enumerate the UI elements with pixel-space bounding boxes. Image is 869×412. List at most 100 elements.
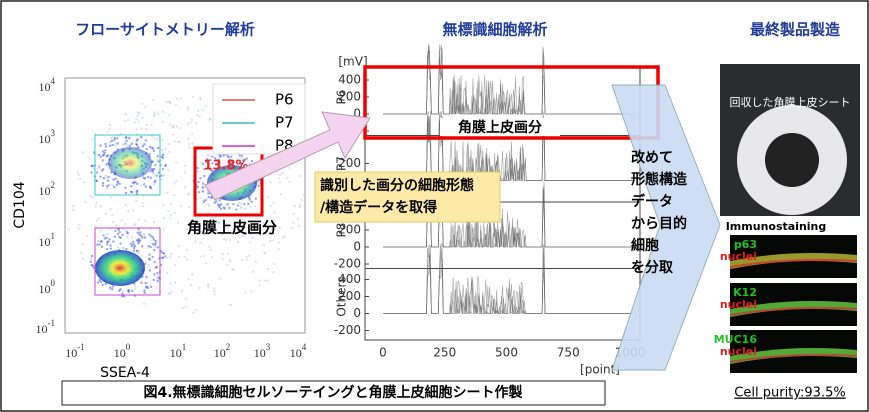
tick-exponent: 3 [266, 342, 271, 352]
event-dot [111, 140, 113, 142]
event-dot [124, 142, 126, 144]
event-dot [102, 234, 104, 236]
event-dot [187, 193, 189, 195]
event-dot [125, 192, 127, 194]
event-dot [98, 166, 100, 168]
event-dot [183, 256, 185, 258]
event-dot [147, 176, 149, 178]
event-dot [175, 104, 177, 106]
event-dot [168, 143, 170, 145]
event-dot [132, 241, 134, 243]
event-dot [156, 138, 158, 140]
event-dot [114, 137, 116, 139]
event-dot [249, 241, 251, 243]
event-dot [156, 272, 158, 274]
event-dot [144, 282, 146, 284]
event-dot [241, 155, 243, 157]
event-dot [223, 206, 225, 208]
event-dot [102, 154, 104, 156]
event-dot [187, 123, 189, 125]
stain-counterstain: nuclei [720, 298, 757, 311]
event-dot [123, 295, 125, 297]
event-dot [122, 247, 124, 249]
event-dot [218, 277, 220, 279]
event-dot [273, 263, 275, 265]
event-dot [191, 119, 193, 121]
sort-arrow-text: から目的 [631, 215, 687, 232]
event-dot [136, 183, 138, 185]
event-dot [114, 230, 116, 232]
event-dot [119, 288, 121, 290]
tick-exponent: 0 [126, 342, 131, 352]
tick-exponent: 3 [51, 128, 56, 138]
event-dot [142, 145, 144, 147]
event-dot [156, 174, 158, 176]
event-dot [141, 245, 143, 247]
event-dot [136, 190, 138, 192]
gate-label: 角膜上皮画分 [187, 219, 277, 237]
event-dot [198, 115, 200, 117]
event-dot [197, 181, 199, 183]
event-dot [88, 157, 90, 159]
event-dot [72, 209, 74, 211]
event-dot [254, 205, 256, 207]
x-tick-label: 750 [557, 346, 580, 360]
event-dot [84, 201, 86, 203]
event-dot [186, 258, 188, 260]
event-dot [171, 126, 173, 128]
event-dot [96, 219, 98, 221]
event-dot [184, 171, 186, 173]
event-dot [108, 128, 110, 130]
event-dot [223, 238, 225, 240]
event-dot [117, 246, 119, 248]
event-dot [272, 202, 274, 204]
event-dot [135, 128, 137, 130]
event-dot [106, 241, 108, 243]
event-dot [205, 105, 207, 107]
tick-base: 10 [39, 184, 51, 198]
event-dot [145, 128, 147, 130]
y-tick-label: 0 [353, 240, 361, 254]
event-dot [141, 103, 143, 105]
event-dot [237, 204, 239, 206]
event-dot [211, 256, 213, 258]
event-dot [103, 177, 105, 179]
event-dot [104, 143, 106, 145]
event-dot [162, 111, 164, 113]
event-dot [135, 200, 137, 202]
event-dot [153, 168, 155, 170]
tick-exponent: 2 [226, 342, 231, 352]
event-dot [189, 122, 191, 124]
event-dot [130, 243, 132, 245]
event-dot [139, 231, 141, 233]
event-dot [109, 244, 111, 246]
event-dot [142, 177, 144, 179]
event-dot [90, 257, 92, 259]
event-dot [239, 207, 241, 209]
event-dot [106, 131, 108, 133]
panel-title: フローサイトメトリー解析 [75, 21, 255, 39]
event-dot [149, 269, 151, 271]
event-dot [112, 240, 114, 242]
event-dot [131, 245, 133, 247]
tick-exponent: 0 [51, 278, 56, 288]
event-dot [286, 177, 288, 179]
y-tick-label: 200 [338, 289, 361, 303]
tick-base: 10 [36, 322, 48, 336]
event-dot [181, 307, 183, 309]
event-dot [127, 119, 129, 121]
x-axis-label: SSEA-4 [100, 365, 150, 381]
event-dot [157, 246, 159, 248]
event-dot [181, 290, 183, 292]
event-dot [170, 291, 172, 293]
tick-exponent: 2 [51, 180, 56, 190]
event-dot [145, 276, 147, 278]
event-dot [135, 143, 137, 145]
event-dot [170, 203, 172, 205]
event-dot [89, 195, 91, 197]
event-dot [151, 169, 153, 171]
event-dot [144, 236, 146, 238]
caption: 図4.無標識細胞セルソーテイングと角膜上皮細胞シート作製 [143, 384, 522, 401]
event-dot [137, 120, 139, 122]
event-dot [121, 234, 123, 236]
